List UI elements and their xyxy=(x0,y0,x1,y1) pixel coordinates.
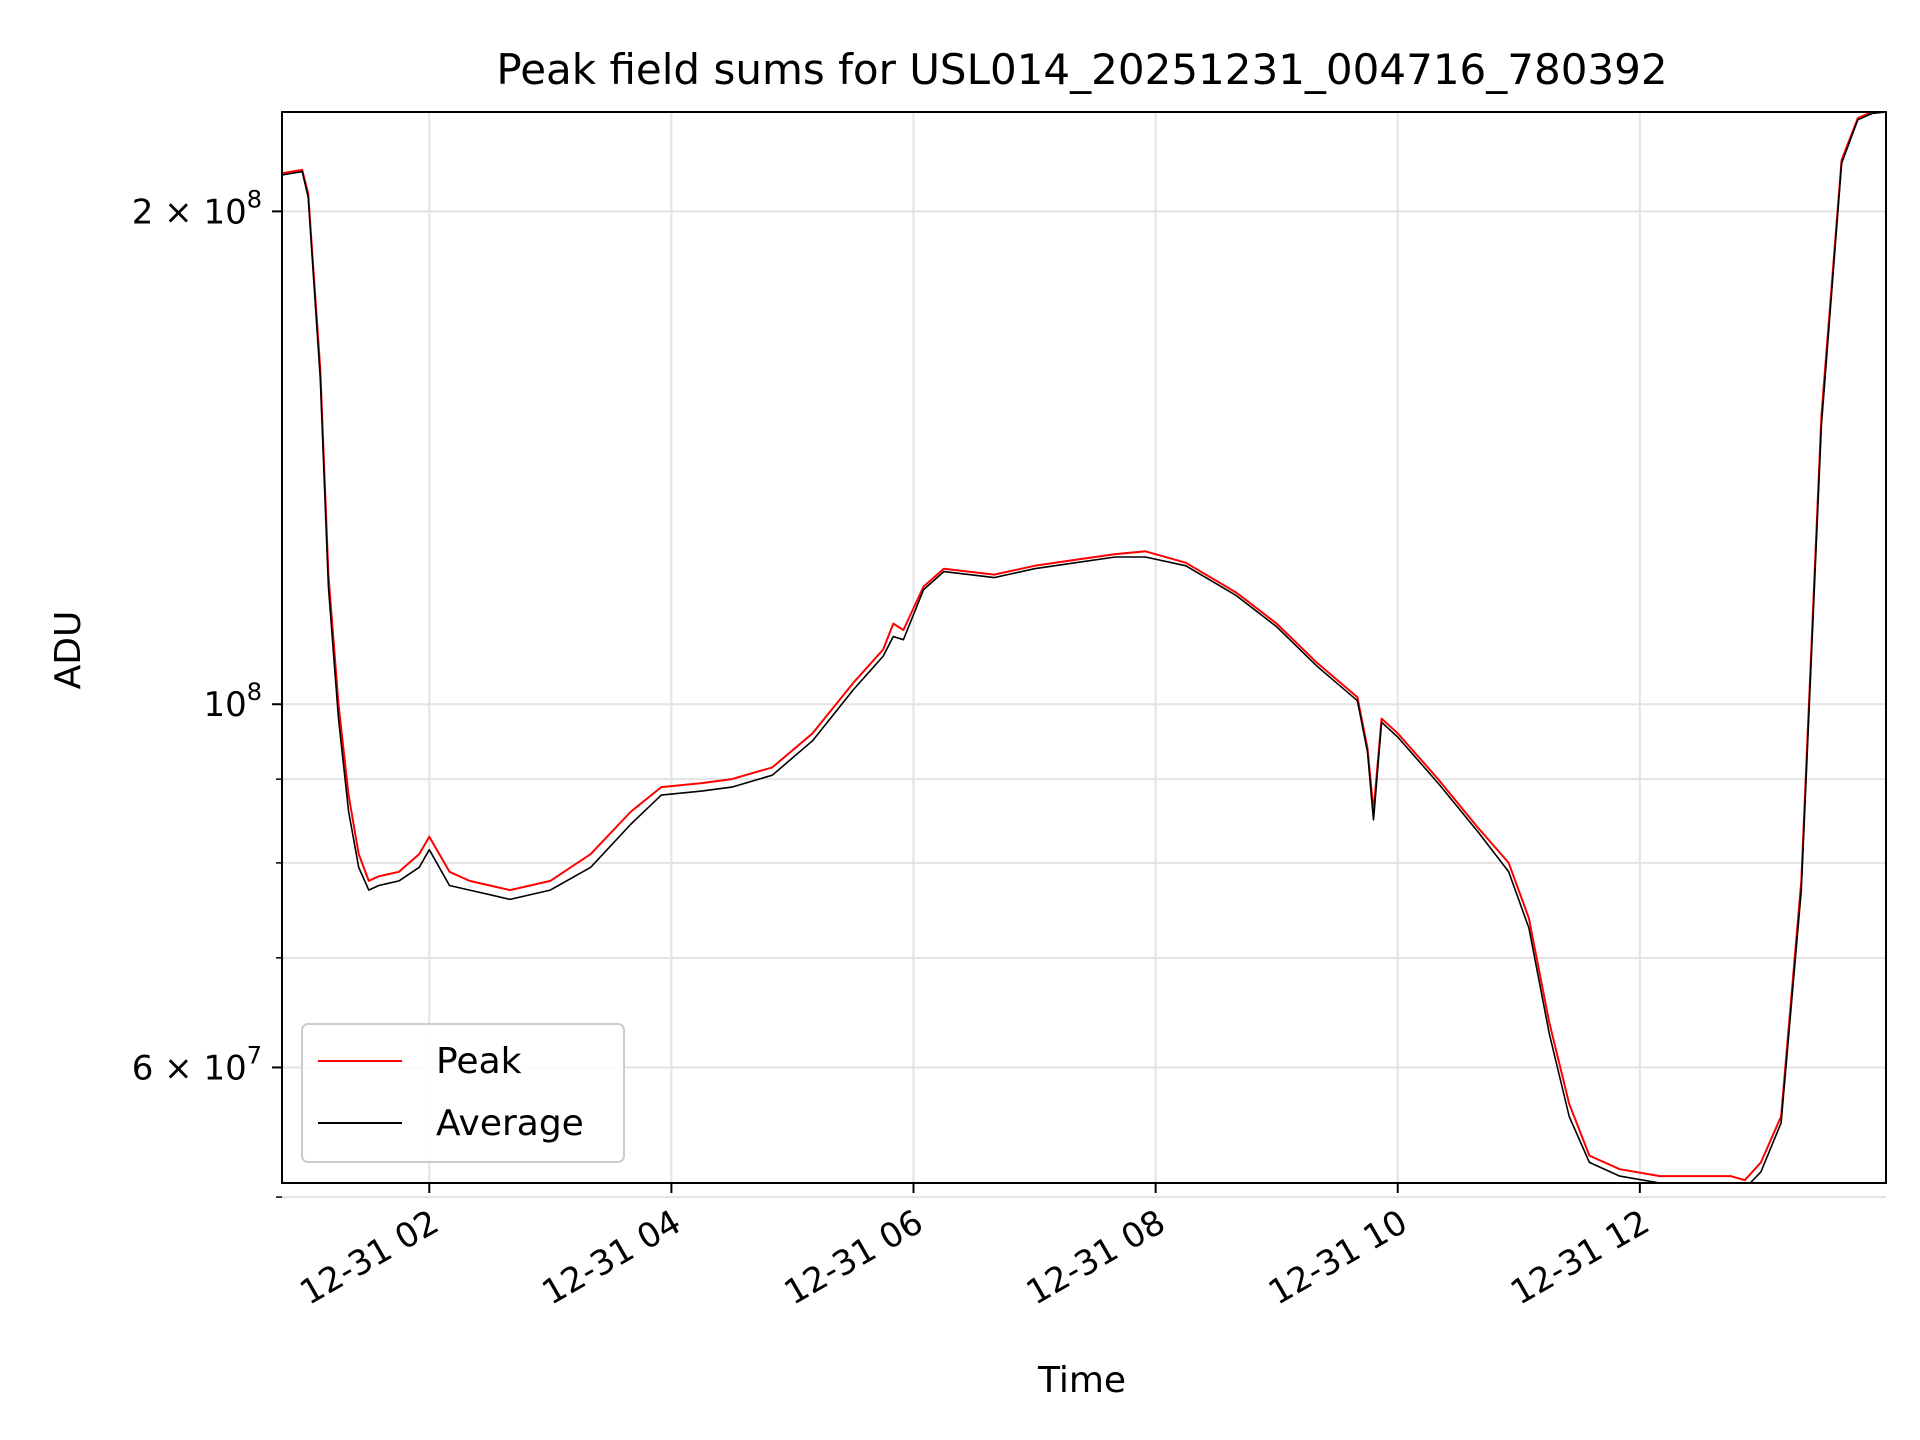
legend: Peak Average xyxy=(301,1023,625,1163)
plot-area-frame xyxy=(281,111,1887,1184)
legend-label-average: Average xyxy=(436,1103,584,1144)
series-line-peak xyxy=(282,112,1886,1182)
legend-label-peak: Peak xyxy=(436,1041,522,1082)
grid xyxy=(282,112,1886,1199)
chart-title: Peak field sums for USL014_20251231_0047… xyxy=(496,45,1667,94)
series-layer xyxy=(282,112,1886,1183)
series-line-average xyxy=(282,112,1886,1183)
x-axis-label: Time xyxy=(1037,1360,1126,1401)
y-tick-label: 108 xyxy=(203,678,262,725)
legend-box xyxy=(301,1023,625,1163)
y-tick-label: 2 × 108 xyxy=(132,185,262,232)
y-axis: 6 × 107 108 2 × 108 xyxy=(132,185,282,1198)
y-tick-label: 6 × 107 xyxy=(132,1041,262,1088)
y-axis-label: ADU xyxy=(48,611,89,690)
